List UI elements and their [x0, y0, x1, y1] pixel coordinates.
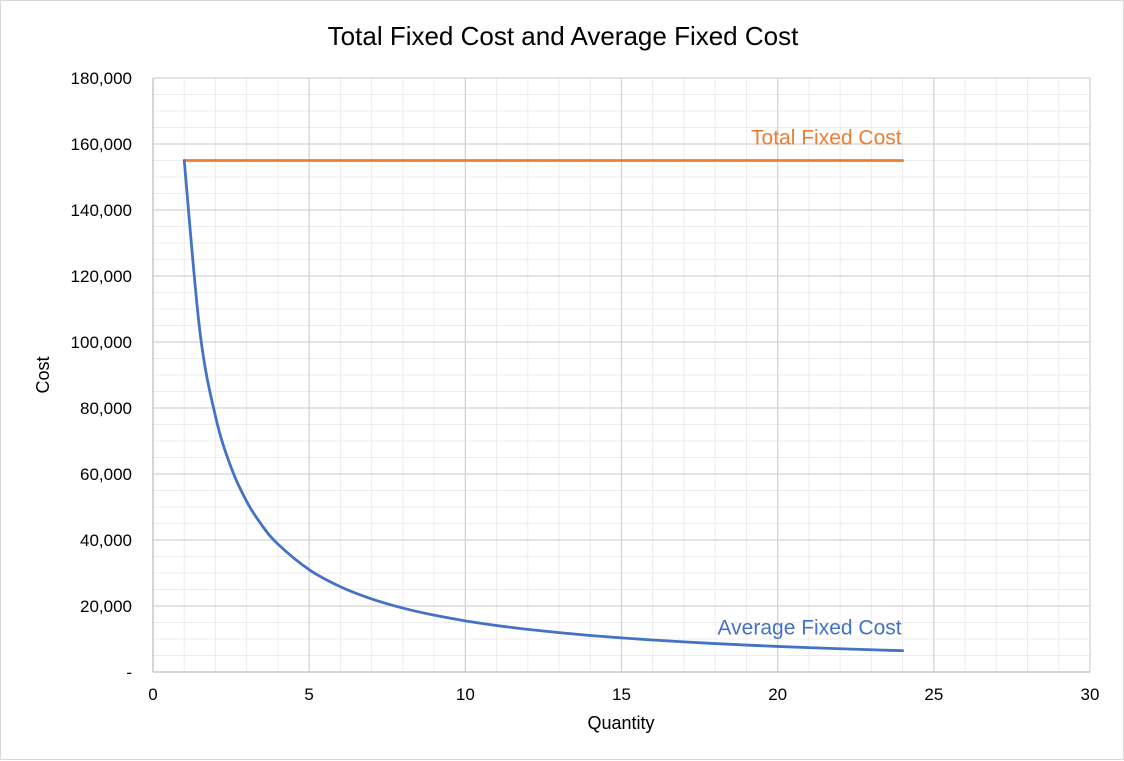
x-tick-label: 15	[612, 685, 631, 704]
axes	[152, 78, 1090, 673]
average-fixed-cost-line	[182, 159, 904, 653]
x-tick-label: 5	[304, 685, 313, 704]
series-layer: Total Fixed Cost Average Fixed Cost	[182, 127, 904, 653]
y-tick-label: 120,000	[71, 267, 132, 286]
x-tick-label: 10	[456, 685, 475, 704]
x-tick-label: 25	[924, 685, 943, 704]
chart-title: Total Fixed Cost and Average Fixed Cost	[328, 21, 799, 51]
y-tick-label: 20,000	[80, 597, 132, 616]
x-axis-label: Quantity	[587, 713, 654, 733]
y-tick-label: 40,000	[80, 531, 132, 550]
x-tick-label: 0	[148, 685, 157, 704]
y-tick-label: 80,000	[80, 399, 132, 418]
y-tick-label: 60,000	[80, 465, 132, 484]
x-tick-label: 30	[1081, 685, 1100, 704]
y-axis-label: Cost	[33, 356, 53, 393]
y-tick-label: 100,000	[71, 333, 132, 352]
y-tick-label: 160,000	[71, 135, 132, 154]
average-fixed-cost-label: Average Fixed Cost	[718, 617, 902, 640]
x-tick-label: 20	[768, 685, 787, 704]
total-fixed-cost-label: Total Fixed Cost	[751, 127, 902, 150]
y-tick-label: -	[126, 663, 132, 682]
tick-labels: 0 5 10 15 20 25 30 - 20,000 40,000 60,000 80,000 100…	[71, 69, 1100, 704]
y-tick-label: 140,000	[71, 201, 132, 220]
major-gridlines	[153, 77, 1091, 672]
y-tick-label: 180,000	[71, 69, 132, 88]
